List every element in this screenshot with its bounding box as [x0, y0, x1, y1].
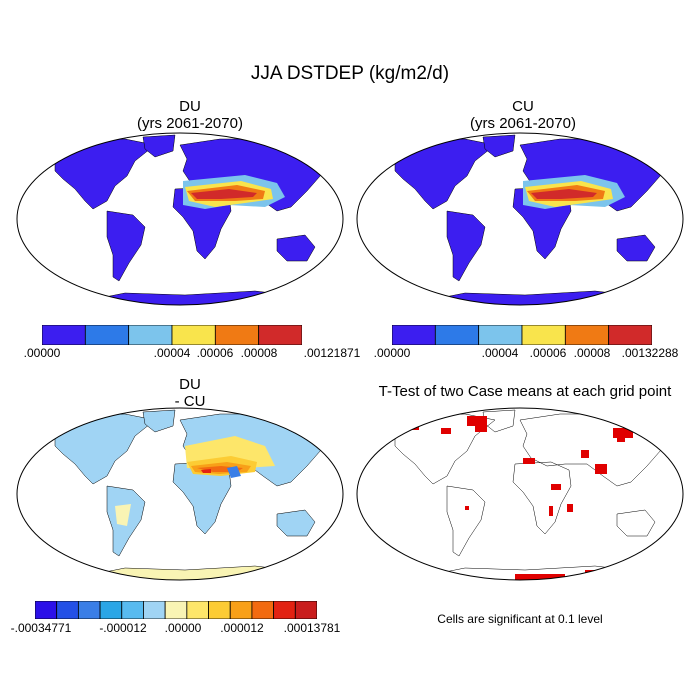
continents-du [54, 134, 334, 305]
south-america [106, 210, 146, 282]
colorbar-diff-label: .00000 [164, 621, 202, 635]
colorbar-diff-swatch [99, 601, 123, 619]
colorbar-du-swatch [128, 325, 173, 345]
panel-cu-subtitle: (yrs 2061-2070) [470, 115, 576, 132]
significance-footnote: Cells are significant at 0.1 level [437, 612, 603, 626]
colorbar-diff-swatch [77, 601, 101, 619]
dust-red [191, 189, 257, 199]
colorbar-diff-swatch [208, 601, 231, 619]
colorbar-du-swatch [42, 325, 86, 345]
colorbar-cu-label: .00008 [573, 346, 611, 360]
panel-diff-subtitle: - CU [174, 393, 206, 410]
figure-title: JJA DSTDEP (kg/m2/d) [250, 63, 450, 84]
colorbar-diff-swatch [229, 601, 253, 619]
colorbar-du-label: .00008 [240, 346, 278, 360]
colorbar-cu-label: .00006 [529, 346, 567, 360]
colorbar-du-label: .00000 [23, 346, 61, 360]
colorbar-cu-swatch [434, 325, 480, 345]
colorbar-du-label: .00121871 [303, 346, 361, 360]
colorbar-cu-swatch [564, 325, 610, 345]
colorbar-du-swatch [258, 325, 302, 345]
colorbar-cu-label: .00004 [481, 346, 519, 360]
colorbar-diff-swatch [56, 601, 79, 619]
colorbar-cu [392, 325, 652, 345]
colorbar-du-label: .00006 [196, 346, 234, 360]
colorbar-du-label: .00004 [153, 346, 191, 360]
colorbar-diff-swatch [273, 601, 296, 619]
colorbar-diff-swatch [186, 601, 209, 619]
australia [276, 234, 316, 262]
map-cu [356, 132, 684, 306]
colorbar-du-swatch [171, 325, 216, 345]
greenland [142, 134, 176, 158]
colorbar-du [42, 325, 302, 345]
panel-du-subtitle: (yrs 2061-2070) [137, 115, 243, 132]
colorbar-diff-swatch [251, 601, 275, 619]
colorbar-cu-labels: .00000 .00004 .00006 .00008 .00132288 [374, 346, 679, 362]
panel-du-title-block: DU (yrs 2061-2070) [25, 98, 355, 132]
colorbar-diff-label: -.00034771 [10, 621, 72, 635]
map-du-border [16, 132, 344, 306]
colorbar-cu-label: .00000 [373, 346, 411, 360]
map-cu-border [356, 132, 684, 306]
colorbar-diff-labels: -.00034771 -.000012 .00000 .000012 .0001… [11, 621, 341, 637]
colorbar-cu-swatch [608, 325, 652, 345]
north-america [54, 138, 156, 210]
map-diff-border [16, 407, 344, 581]
colorbar-diff-swatch [143, 601, 166, 619]
panel-cu-title: CU [512, 98, 534, 115]
map-diff [16, 407, 344, 581]
colorbar-diff-swatch [121, 601, 144, 619]
colorbar-diff-swatch [35, 601, 58, 619]
colorbar-du-swatch [214, 325, 260, 345]
panel-diff-title-block: DU - CU [25, 376, 355, 410]
map-ttest-border [356, 407, 684, 581]
colorbar-diff-label: -.000012 [99, 621, 147, 635]
map-du [16, 132, 344, 306]
colorbar-diff-label: .000012 [220, 621, 264, 635]
panel-du-title: DU [179, 98, 201, 115]
colorbar-cu-swatch [478, 325, 523, 345]
colorbar-cu-swatch [392, 325, 436, 345]
panel-ttest-title-block: T-Test of two Case means at each grid po… [355, 383, 695, 400]
colorbar-diff-swatch [164, 601, 188, 619]
colorbar-du-labels: .00000 .00004 .00006 .00008 .00121871 [24, 346, 361, 362]
colorbar-cu-label: .00132288 [621, 346, 679, 360]
colorbar-cu-swatch [521, 325, 566, 345]
colorbar-du-swatch [84, 325, 130, 345]
panel-cu-title-block: CU (yrs 2061-2070) [358, 98, 688, 132]
panel-ttest-title: T-Test of two Case means at each grid po… [378, 383, 672, 400]
colorbar-diff-label: .00013781 [283, 621, 341, 635]
panel-diff-title: DU [179, 376, 201, 393]
colorbar-diff [35, 601, 317, 619]
map-ttest [356, 407, 684, 581]
colorbar-diff-swatch [294, 601, 317, 619]
